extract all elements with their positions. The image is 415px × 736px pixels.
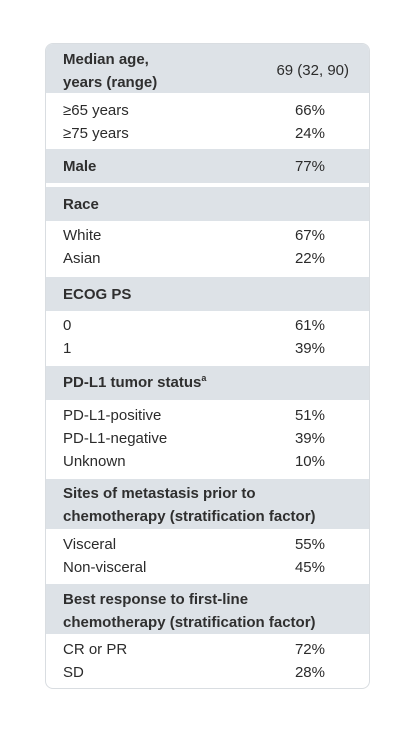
race-band	[46, 187, 369, 221]
pdl1-header-text: PD-L1 tumor status	[63, 374, 202, 391]
ecog-0-label: 0	[63, 317, 72, 334]
pdl1-unknown-label: Unknown	[63, 453, 126, 470]
pdl1-header: PD-L1 tumor statusa	[63, 371, 206, 394]
race-white-value: 67%	[294, 227, 325, 244]
pdl1-positive-value: 51%	[294, 407, 325, 424]
metastasis-visceral-label: Visceral	[63, 536, 117, 553]
age-65-label: ≥65 years	[63, 102, 129, 119]
response-header-line2: chemotherapy (stratification factor)	[63, 614, 316, 631]
median-age-value: 69 (32, 90)	[276, 62, 349, 79]
ecog-0-value: 61%	[294, 317, 325, 334]
male-band	[46, 149, 369, 183]
pdl1-footnote-mark: a	[201, 373, 207, 383]
age-75-label: ≥75 years	[63, 125, 129, 142]
pdl1-positive-label: PD-L1-positive	[63, 407, 162, 424]
metastasis-band	[46, 479, 369, 529]
male-label: Male	[63, 158, 97, 175]
pdl1-unknown-value: 10%	[294, 453, 325, 470]
response-crpr-value: 72%	[294, 641, 325, 658]
response-sd-label: SD	[63, 664, 84, 681]
race-white-label: White	[63, 227, 102, 244]
metastasis-nonvisceral-value: 45%	[294, 559, 325, 576]
metastasis-nonvisceral-label: Non-visceral	[63, 559, 147, 576]
pdl1-negative-value: 39%	[294, 430, 325, 447]
race-asian-label: Asian	[63, 250, 101, 267]
race-header: Race	[63, 196, 99, 213]
metastasis-visceral-value: 55%	[294, 536, 325, 553]
median-age-label-line1: Median age,	[63, 51, 149, 68]
metastasis-header-line2: chemotherapy (stratification factor)	[63, 508, 316, 525]
response-sd-value: 28%	[294, 664, 325, 681]
race-asian-value: 22%	[294, 250, 325, 267]
ecog-1-label: 1	[63, 340, 72, 357]
response-band	[46, 584, 369, 634]
median-age-label-line2: years (range)	[63, 74, 158, 91]
pdl1-band	[46, 366, 369, 400]
ecog-header: ECOG PS	[63, 286, 132, 303]
response-header-line1: Best response to first-line	[63, 591, 249, 608]
ecog-1-value: 39%	[294, 340, 325, 357]
median-age-band	[46, 44, 369, 93]
pdl1-negative-label: PD-L1-negative	[63, 430, 168, 447]
age-75-value: 24%	[294, 125, 325, 142]
male-value: 77%	[294, 158, 325, 175]
age-65-value: 66%	[294, 102, 325, 119]
demographics-table: Median age, years (range) 69 (32, 90) ≥6…	[45, 43, 370, 689]
ecog-band	[46, 277, 369, 311]
response-crpr-label: CR or PR	[63, 641, 128, 658]
metastasis-header-line1: Sites of metastasis prior to	[63, 485, 256, 502]
